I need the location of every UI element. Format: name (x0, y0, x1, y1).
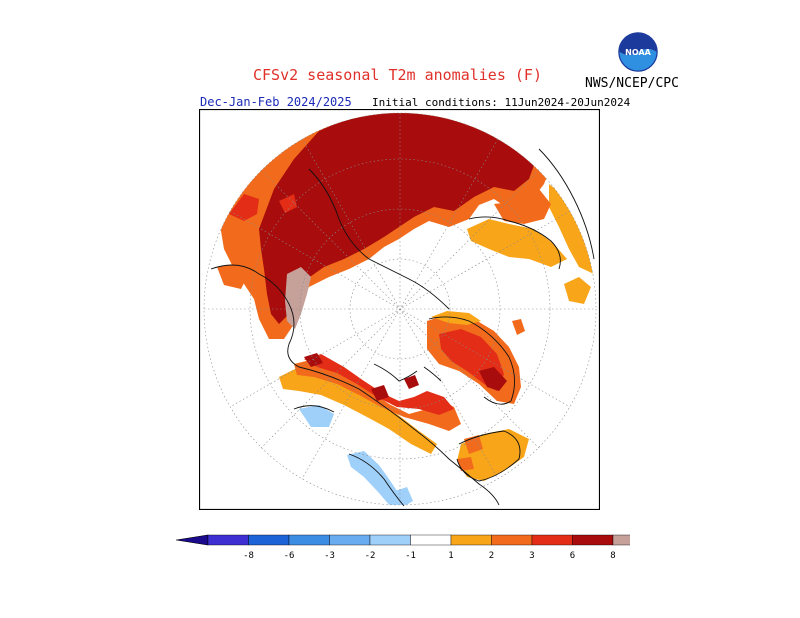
map-title: CFSv2 seasonal T2m anomalies (F) (253, 66, 542, 84)
western-us-minus1-spot (395, 487, 413, 505)
coastlines (210, 148, 595, 507)
color-legend: -8 -6 -3 -2 -1 1 2 3 6 8 (175, 534, 630, 561)
labrador-plus2-spots (457, 435, 483, 471)
legend-label: -3 (324, 551, 335, 561)
legend-label: 2 (489, 551, 494, 561)
atlantic-plus2-spot (512, 319, 525, 335)
legend-swatch-plus6 (572, 534, 614, 546)
legend-swatch-plus8 (612, 534, 630, 546)
western-us-minus1-region (347, 451, 404, 505)
asia-east-plus1-region (549, 184, 594, 274)
legend-swatches (175, 534, 630, 546)
siberia-plus8-region (285, 267, 311, 329)
north-america-plus1-arc (279, 367, 437, 454)
legend-label: -1 (405, 551, 416, 561)
legend-swatch-minus3 (288, 534, 330, 546)
legend-label: 8 (610, 551, 615, 561)
legend-swatch-neutral (410, 534, 452, 546)
legend-swatch-minus1 (369, 534, 411, 546)
legend-label: -6 (284, 551, 295, 561)
legend-label: 3 (529, 551, 534, 561)
anomaly-map (199, 109, 600, 510)
legend-swatch-minus8 (207, 534, 249, 546)
legend-label: 1 (448, 551, 453, 561)
asia-east-plus2-region (494, 189, 551, 224)
season-label: Dec-Jan-Feb 2024/2025 (200, 95, 352, 109)
asia-south-plus1-patch (564, 277, 591, 304)
north-america-plus3-arc (304, 354, 454, 415)
legend-swatch-minus6 (248, 534, 290, 546)
legend-label: -8 (243, 551, 254, 561)
west-siberia-plus2-patch (217, 264, 247, 289)
canada-plus6-spots (304, 353, 419, 401)
legend-labels: -8 -6 -3 -2 -1 1 2 3 6 8 (243, 551, 616, 561)
north-america-plus2-arc (294, 359, 461, 431)
noaa-logo: NOAA (618, 32, 658, 72)
siberia-plus6-region (259, 113, 537, 324)
agency-label: NWS/NCEP/CPC (585, 76, 679, 91)
greenland-plus6-spot (479, 367, 507, 391)
noaa-logo-text: NOAA (625, 48, 651, 57)
graticule (203, 112, 597, 506)
legend-swatch-plus1 (450, 534, 492, 546)
legend-swatch-minus2 (329, 534, 371, 546)
initial-conditions-label: Initial conditions: 11Jun2024-20Jun2024 (372, 96, 631, 109)
legend-swatch-plus3 (531, 534, 573, 546)
europe-plus1-region (467, 219, 567, 267)
legend-label: -2 (365, 551, 376, 561)
legend-arrow-cold (175, 534, 209, 546)
alaska-minus1-patch (299, 405, 334, 427)
legend-swatch-plus2 (491, 534, 533, 546)
legend-label: 6 (570, 551, 575, 561)
siberia-plus3-spots (229, 194, 297, 221)
